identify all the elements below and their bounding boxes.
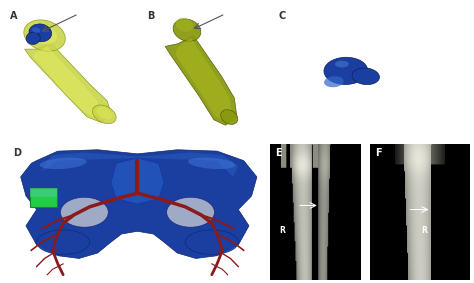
Ellipse shape (185, 230, 238, 254)
FancyBboxPatch shape (30, 188, 56, 197)
Polygon shape (175, 38, 232, 120)
Ellipse shape (96, 107, 112, 119)
Ellipse shape (324, 57, 368, 84)
Ellipse shape (24, 20, 65, 51)
Text: A: A (10, 11, 18, 21)
Text: B: B (147, 11, 155, 21)
Ellipse shape (221, 110, 238, 125)
Ellipse shape (29, 24, 52, 42)
Ellipse shape (32, 27, 40, 33)
Ellipse shape (26, 32, 40, 44)
Polygon shape (42, 153, 238, 177)
Text: D: D (13, 148, 21, 158)
Text: C: C (278, 11, 285, 21)
Ellipse shape (92, 105, 116, 124)
Ellipse shape (324, 76, 344, 87)
Polygon shape (111, 158, 164, 204)
Ellipse shape (167, 197, 214, 227)
Polygon shape (33, 46, 100, 117)
Ellipse shape (61, 197, 108, 227)
Ellipse shape (29, 24, 57, 44)
Ellipse shape (352, 68, 380, 85)
Polygon shape (25, 42, 111, 123)
Text: F: F (374, 148, 381, 158)
Text: R: R (279, 226, 285, 235)
FancyBboxPatch shape (30, 188, 56, 207)
Polygon shape (165, 36, 237, 125)
Ellipse shape (36, 230, 90, 254)
Ellipse shape (176, 18, 193, 32)
Ellipse shape (188, 158, 236, 169)
Text: R: R (421, 226, 428, 235)
Ellipse shape (335, 61, 349, 67)
Ellipse shape (173, 19, 201, 41)
Polygon shape (21, 150, 257, 258)
Ellipse shape (39, 158, 87, 169)
Text: E: E (274, 148, 281, 158)
